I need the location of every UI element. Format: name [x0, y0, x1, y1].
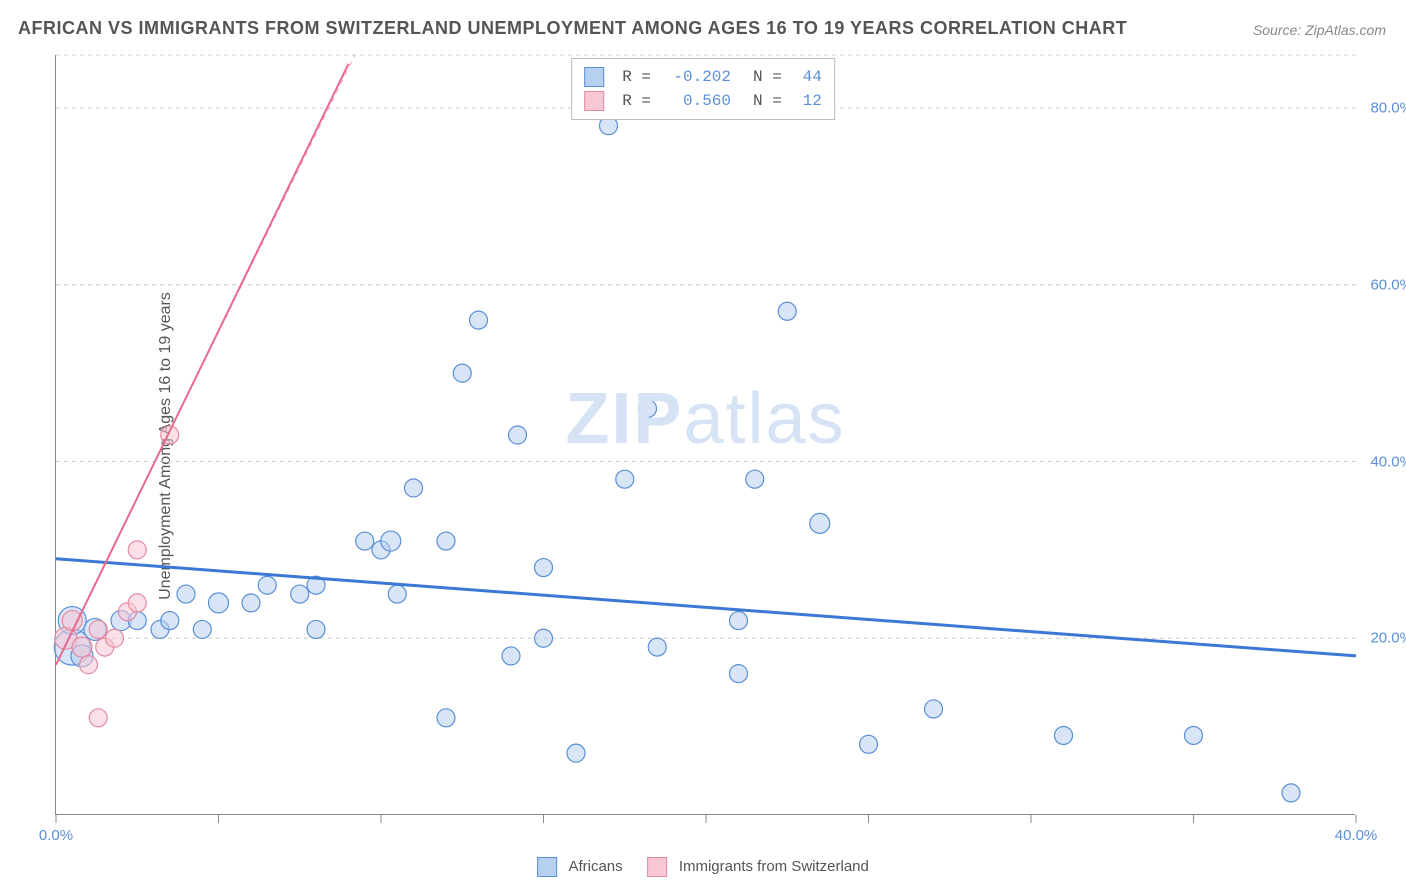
legend-item: Africans	[537, 857, 623, 877]
source-label: Source: ZipAtlas.com	[1253, 22, 1386, 38]
x-tick-label: 0.0%	[39, 827, 73, 844]
n-label: N =	[753, 92, 782, 110]
n-value: 12	[792, 92, 822, 110]
r-label: R =	[622, 92, 651, 110]
correlation-legend-row: R = -0.202 N = 44	[584, 65, 822, 89]
legend-swatch-switzerland-icon	[647, 857, 667, 877]
legend-swatch-africans-icon	[584, 67, 604, 87]
r-value: -0.202	[661, 68, 731, 86]
legend-swatch-switzerland-icon	[584, 91, 604, 111]
legend-label-africans: Africans	[568, 858, 622, 875]
n-label: N =	[753, 68, 782, 86]
r-label: R =	[622, 68, 651, 86]
correlation-legend-row: R = 0.560 N = 12	[584, 89, 822, 113]
plot-svg	[56, 55, 1355, 814]
plot-area: ZIPatlas 20.0%40.0%60.0%80.0%0.0%40.0%	[55, 55, 1355, 815]
y-tick-label: 40.0%	[1370, 453, 1406, 470]
r-value: 0.560	[661, 92, 731, 110]
y-tick-label: 60.0%	[1370, 276, 1406, 293]
correlation-legend-box: R = -0.202 N = 44 R = 0.560 N = 12	[571, 58, 835, 120]
x-tick-label: 40.0%	[1335, 827, 1378, 844]
legend-swatch-africans-icon	[537, 857, 557, 877]
chart-title: AFRICAN VS IMMIGRANTS FROM SWITZERLAND U…	[18, 18, 1127, 39]
legend-item: Immigrants from Switzerland	[647, 857, 869, 877]
n-value: 44	[792, 68, 822, 86]
series-legend: Africans Immigrants from Switzerland	[537, 857, 869, 877]
legend-label-switzerland: Immigrants from Switzerland	[679, 858, 869, 875]
y-tick-label: 20.0%	[1370, 630, 1406, 647]
y-tick-label: 80.0%	[1370, 100, 1406, 117]
